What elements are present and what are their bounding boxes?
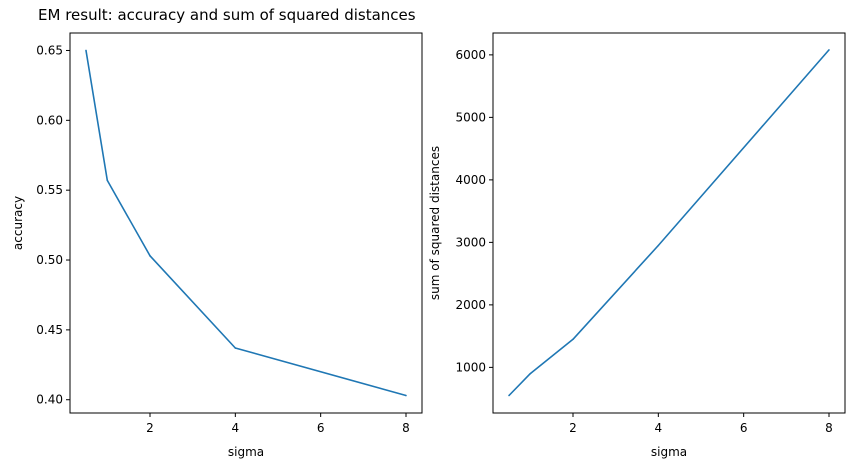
accuracy-x-tick-label: 2 <box>146 421 154 435</box>
accuracy-series-line <box>85 50 407 397</box>
ssd-data-point <box>572 338 574 341</box>
accuracy-data-point <box>149 255 151 257</box>
ssd-y-tick-label: 2000 <box>455 298 486 312</box>
accuracy-y-tick-label: 0.50 <box>36 253 63 267</box>
ssd-data-point <box>508 394 510 397</box>
accuracy-y-tick-label: 0.45 <box>36 323 63 337</box>
ssd-x-tick-label: 6 <box>740 421 748 435</box>
ssd-x-tick-label: 8 <box>825 421 833 435</box>
figure-title: EM result: accuracy and sum of squared d… <box>38 6 416 24</box>
accuracy-data-point <box>85 49 87 52</box>
accuracy-x-tick-label: 8 <box>402 421 410 435</box>
accuracy-x-axis-label: sigma <box>228 445 264 459</box>
ssd-series-line <box>508 49 830 397</box>
ssd-x-tick-label: 2 <box>569 421 577 435</box>
accuracy-x-tick-label: 6 <box>317 421 325 435</box>
ssd-data-point <box>657 244 660 247</box>
accuracy-data-point <box>234 347 237 349</box>
ssd-chart: 2 4 6 8 1000 2000 3000 4000 5000 6000 sigma sum of … <box>428 32 846 459</box>
accuracy-axes-frame <box>69 32 423 414</box>
ssd-y-tick-label: 6000 <box>455 48 486 62</box>
accuracy-y-tick-label: 0.65 <box>36 43 63 57</box>
accuracy-y-tick-label: 0.40 <box>36 393 63 407</box>
ssd-y-tick-label: 4000 <box>455 173 486 187</box>
accuracy-chart: 2 4 6 8 0.40 0.45 0.50 0.55 0.60 0.65 sigma accurac… <box>11 32 423 459</box>
ssd-y-axis-label: sum of squared distances <box>428 146 442 300</box>
accuracy-data-point <box>405 394 407 397</box>
ssd-x-axis-label: sigma <box>651 445 687 459</box>
ssd-x-tick-label: 4 <box>655 421 663 435</box>
ssd-data-point <box>828 49 830 51</box>
accuracy-data-point <box>106 179 109 182</box>
accuracy-y-tick-label: 0.55 <box>36 183 63 197</box>
ssd-axes-frame <box>492 32 846 414</box>
ssd-y-tick-label: 1000 <box>455 360 486 374</box>
ssd-y-tick-label: 3000 <box>455 235 486 249</box>
ssd-data-point <box>529 372 532 375</box>
accuracy-y-axis-label: accuracy <box>11 196 25 250</box>
accuracy-y-tick-label: 0.60 <box>36 113 63 127</box>
ssd-y-tick-label: 5000 <box>455 110 486 124</box>
accuracy-x-tick-label: 4 <box>232 421 240 435</box>
